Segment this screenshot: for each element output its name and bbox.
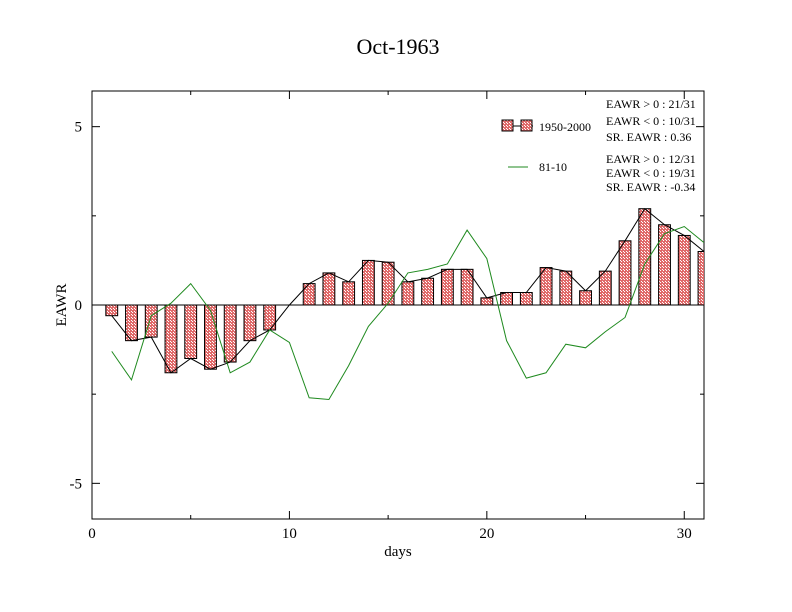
stat-text: EAWR > 0 : 12/31 <box>606 152 696 166</box>
stat-text: EAWR > 0 : 21/31 <box>606 97 696 111</box>
bar-day-13 <box>342 281 356 306</box>
bar-day-27 <box>618 240 632 306</box>
x-tick-label: 20 <box>479 526 494 542</box>
y-axis-title: EAWR <box>54 284 70 327</box>
bar-day-26 <box>598 270 612 306</box>
y-tick-label: 0 <box>75 298 83 314</box>
bar-day-12 <box>322 272 336 306</box>
bar-day-9 <box>263 304 277 331</box>
bar-day-11 <box>302 283 316 306</box>
bar-day-15 <box>381 261 395 306</box>
stat-text: SR. EAWR : 0.36 <box>606 130 691 144</box>
y-tick-label: 5 <box>75 120 83 136</box>
bar-day-24 <box>559 270 573 306</box>
bar-day-3 <box>144 304 158 338</box>
y-tick-label: -5 <box>70 476 83 492</box>
bar-day-17 <box>421 277 435 306</box>
bar-day-4 <box>164 304 178 374</box>
bar-day-20 <box>480 297 494 306</box>
stat-text: EAWR < 0 : 10/31 <box>606 114 696 128</box>
bar-day-21 <box>500 292 514 306</box>
bar-day-25 <box>579 290 592 306</box>
bar-day-30 <box>677 234 691 306</box>
x-tick-label: 0 <box>88 526 96 542</box>
x-tick-label: 30 <box>677 526 692 542</box>
legend-label-81-10: 81-10 <box>539 160 567 174</box>
bar-day-16 <box>401 281 415 306</box>
stat-text: EAWR < 0 : 19/31 <box>606 166 696 180</box>
line-series-81-10 <box>111 225 704 401</box>
bar-day-1 <box>105 304 119 317</box>
bar-day-31 <box>697 251 704 306</box>
bar-connector-line <box>111 207 704 374</box>
bar-day-8 <box>243 304 257 342</box>
bar-day-14 <box>361 259 375 306</box>
bar-day-29 <box>658 224 671 306</box>
chart-title: Oct-1963 <box>356 34 439 59</box>
bar-day-7 <box>223 304 237 363</box>
legend-item-1950-2000: 1950-2000 <box>501 119 591 134</box>
x-axis: 0 10 20 30 <box>88 91 692 542</box>
stats-block-1950-2000: EAWR > 0 : 21/31 EAWR < 0 : 10/31 SR. EA… <box>606 97 696 144</box>
bar-day-18 <box>440 268 454 306</box>
legend: 1950-2000 81-10 <box>501 119 591 174</box>
bar-day-22 <box>519 292 533 306</box>
x-axis-title: days <box>384 544 412 560</box>
legend-item-81-10: 81-10 <box>508 160 567 174</box>
stats-block-81-10: EAWR > 0 : 12/31 EAWR < 0 : 19/31 SR. EA… <box>606 152 696 194</box>
plot-area <box>92 207 704 401</box>
legend-label-1950-2000: 1950-2000 <box>539 120 591 134</box>
bar-series-1950-2000 <box>105 208 704 374</box>
bar-day-6 <box>204 304 217 370</box>
bar-day-5 <box>184 304 198 359</box>
stat-text: SR. EAWR : -0.34 <box>606 180 695 194</box>
x-tick-label: 10 <box>282 526 297 542</box>
